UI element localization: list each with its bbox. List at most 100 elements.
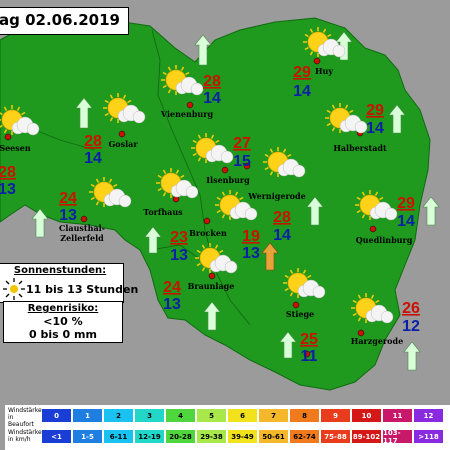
- legend-cell-beaufort: 4: [166, 409, 195, 422]
- rain-chance: <10 %: [43, 315, 83, 328]
- legend-cell-beaufort: 3: [135, 409, 164, 422]
- town-brocken: Brocken: [189, 228, 227, 238]
- date-title-box: ntag 02.06.2019: [0, 7, 129, 35]
- town-braunlage: Braunlage: [188, 281, 235, 291]
- town-halberstadt: Halberstadt: [333, 143, 387, 153]
- legend-cell-beaufort: 11: [383, 409, 412, 422]
- wind-arrow-icon: [31, 208, 49, 238]
- legend-row-kmh: <1 1-5 6-11 12-19 20-28 29-38 39-49 50-61 62-74 7…: [42, 429, 445, 445]
- min-temp-clausthal: 13: [59, 207, 77, 224]
- max-temp-halberstadt: 29: [366, 102, 384, 119]
- legend-row-beaufort: 0 1 2 3 4 5 6 7 8 9 10 11 12: [42, 409, 445, 423]
- legend-cell-beaufort: 12: [414, 409, 443, 422]
- town-goslar: Goslar: [108, 139, 138, 149]
- max-temp-goslar: 28: [84, 133, 102, 150]
- town-seesen: Seesen: [0, 143, 31, 153]
- max-temp-huy: 29: [293, 64, 311, 81]
- legend-cell-beaufort: 5: [197, 409, 226, 422]
- town-clausthal: Clausthal- Zellerfeld: [59, 223, 105, 243]
- wind-arrow-icon: [388, 104, 406, 134]
- sun-cloud-icon: [191, 133, 234, 164]
- legend-cell-beaufort: 7: [259, 409, 288, 422]
- wind-arrow-icon: [403, 341, 421, 371]
- max-temp-vienenburg: 28: [203, 73, 221, 90]
- wind-arrow-icon: [306, 196, 324, 226]
- legend-cell-beaufort: 10: [352, 409, 381, 422]
- sun-cloud-icon: [303, 27, 346, 58]
- sun-cloud-icon: [103, 93, 146, 124]
- svg-text:Zellerfeld: Zellerfeld: [60, 233, 104, 243]
- town-stiege: Stiege: [286, 309, 314, 319]
- legend-cell-beaufort: 1: [73, 409, 102, 422]
- legend-cell-kmh: 75-88: [321, 430, 350, 443]
- sun-cloud-icon: [355, 190, 398, 221]
- legend-cell-beaufort: 9: [321, 409, 350, 422]
- rain-title: Regenrisiko:: [27, 303, 99, 314]
- min-temp-quedlinburg: 14: [397, 213, 415, 230]
- min-temp-huy: 14: [293, 83, 311, 100]
- wind-arrow-icon: [422, 196, 440, 226]
- wind-arrow-orange-icon: [261, 242, 279, 271]
- legend-cell-kmh: 62-74: [290, 430, 319, 443]
- rain-amount: 0 bis 0 mm: [29, 328, 97, 341]
- min-temp-torfhaus-south: 13: [170, 247, 188, 264]
- legend-label-beaufort: Windstärke in Beaufort: [8, 407, 42, 428]
- legend-cell-kmh: 12-19: [135, 430, 164, 443]
- wind-arrows: [31, 31, 440, 371]
- sun-cloud-icon: [283, 268, 326, 299]
- legend-cell-beaufort: 8: [290, 409, 319, 422]
- max-temp-brocken: 19: [242, 228, 260, 245]
- town-vienenburg: Vienenburg: [160, 109, 214, 119]
- temperature-labels: 28 14 28 14 29 14 29 14 27 15 28 13 24 1…: [0, 64, 420, 365]
- legend-cell-kmh: >118: [414, 430, 443, 443]
- legend-cell-beaufort: 6: [228, 409, 257, 422]
- wind-arrow-icon: [144, 226, 162, 254]
- max-temp-harzgerode: 26: [402, 300, 420, 317]
- wind-legend: Windstärke in Beaufort Windstärke in km/…: [5, 405, 450, 450]
- legend-cell-kmh: 50-61: [259, 430, 288, 443]
- legend-cell-kmh: 20-28: [166, 430, 195, 443]
- town-ilsenburg: Ilsenburg: [206, 175, 250, 185]
- legend-cell-kmh: 1-5: [73, 430, 102, 443]
- min-temp-wernigerode-south: 14: [273, 227, 291, 244]
- legend-cell-kmh: 39-49: [228, 430, 257, 443]
- legend-cell-beaufort: 0: [42, 409, 71, 422]
- town-quedlinburg: Quedlinburg: [356, 235, 413, 245]
- sun-cloud-icon: [0, 105, 40, 136]
- sun-cloud-icon: [156, 168, 199, 199]
- legend-cell-beaufort: 2: [104, 409, 133, 422]
- sun-cloud-icon: [351, 293, 394, 324]
- wind-arrow-icon: [203, 301, 221, 331]
- max-temp-ilsenburg: 27: [233, 135, 251, 152]
- max-temp-wernigerode-south: 28: [273, 209, 291, 226]
- max-temp-torfhaus-south: 23: [170, 229, 188, 246]
- town-harzgerode: Harzgerode: [351, 336, 403, 346]
- min-temp-harzgerode: 12: [402, 318, 420, 335]
- sunshine-title: Sonnenstunden:: [13, 265, 107, 276]
- min-temp-brocken: 13: [242, 245, 260, 262]
- min-temp-halberstadt: 14: [366, 120, 384, 137]
- min-temp-stiege: 11: [301, 348, 318, 365]
- legend-cell-kmh: 29-38: [197, 430, 226, 443]
- min-temp-vienenburg: 14: [203, 90, 221, 107]
- sun-cloud-icon: [215, 190, 258, 221]
- town-wernigerode: Wernigerode: [247, 191, 305, 201]
- sunshine-panel: Sonnenstunden: 11 bis 13 Stunden: [0, 263, 138, 303]
- date-title: ntag 02.06.2019: [0, 11, 120, 29]
- town-torfhaus: Torfhaus: [143, 207, 183, 217]
- wind-arrow-icon: [75, 97, 93, 129]
- legend-cell-kmh: 89-102: [352, 430, 381, 443]
- svg-text:Clausthal-: Clausthal-: [59, 223, 105, 233]
- min-temp-braunlage: 13: [163, 296, 181, 313]
- sun-cloud-icon: [161, 65, 204, 96]
- sun-cloud-icon: [89, 177, 132, 208]
- sun-icon: [3, 278, 25, 300]
- max-temp-seesen-area: 28: [0, 164, 16, 181]
- wind-arrow-icon: [194, 34, 212, 66]
- legend-label-kmh: Windstärke in km/h: [8, 429, 42, 443]
- wind-arrow-icon: [279, 331, 297, 359]
- min-temp-goslar: 14: [84, 150, 102, 167]
- min-temp-seesen-area: 13: [0, 181, 16, 198]
- town-huy: Huy: [315, 66, 333, 76]
